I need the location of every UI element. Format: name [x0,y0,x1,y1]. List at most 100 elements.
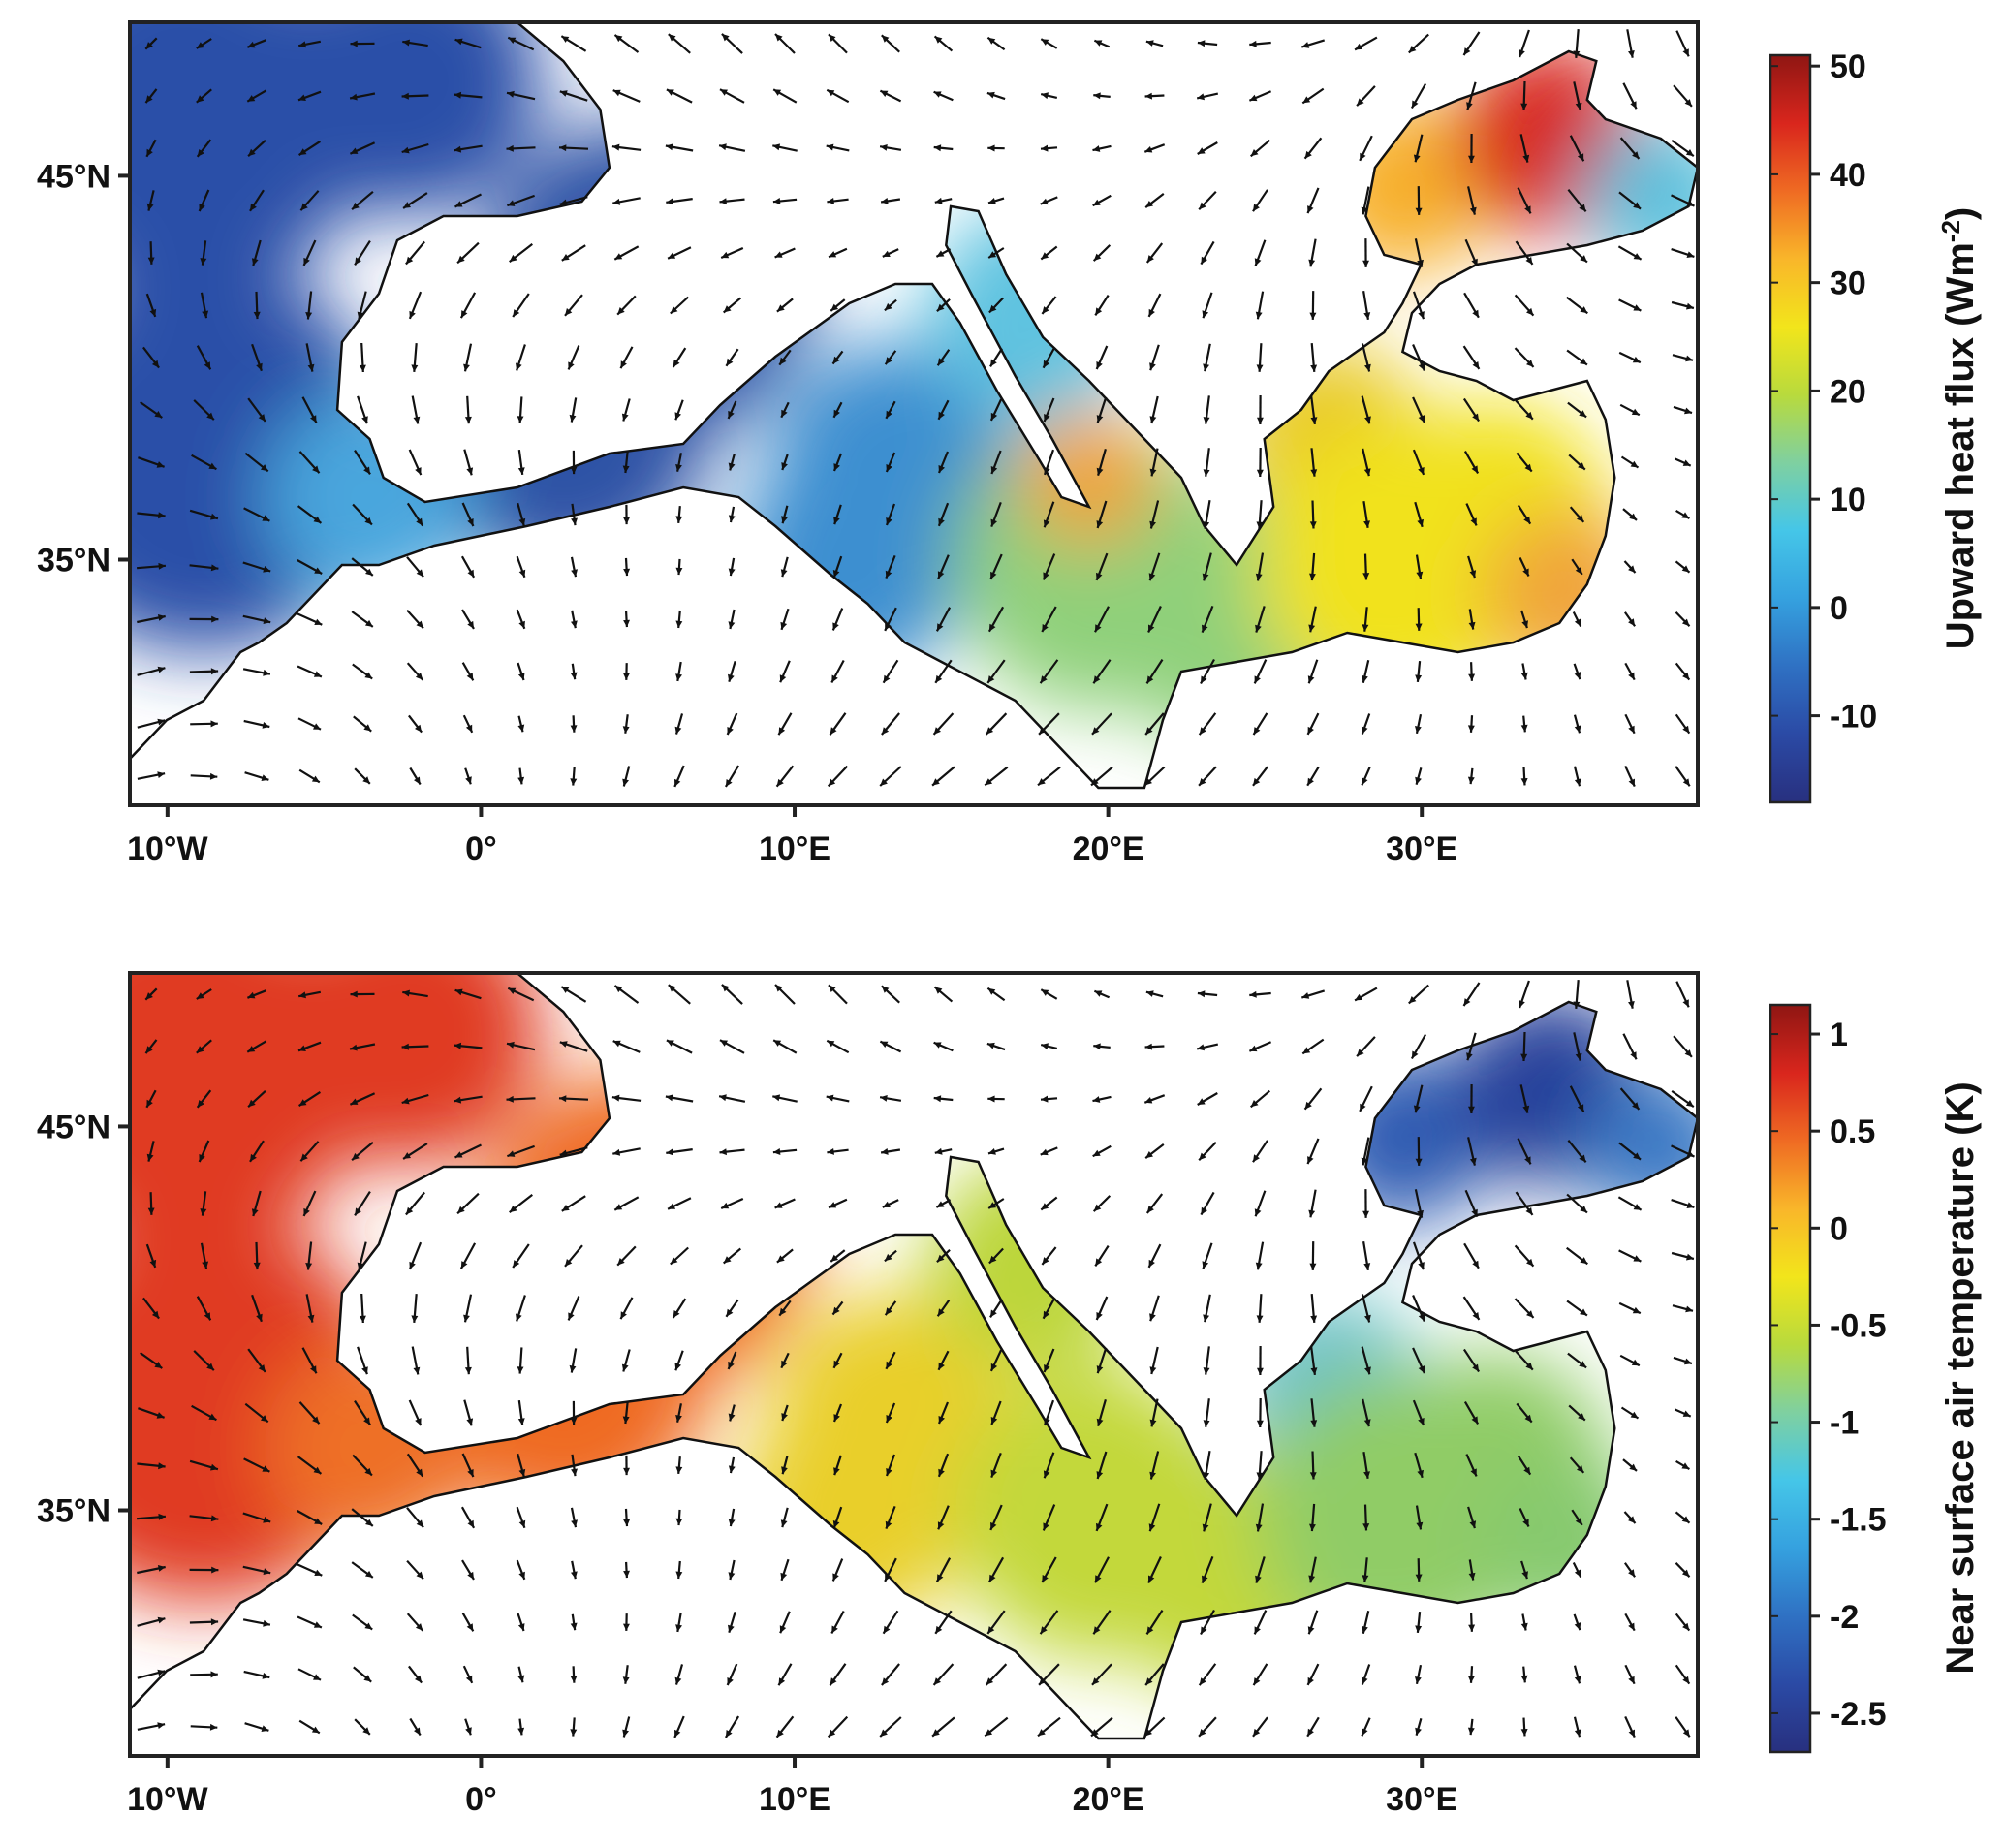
wind-arrow [616,1245,637,1267]
wind-arrow [1094,606,1110,633]
wind-arrow [1573,766,1581,787]
wind-arrow [507,36,535,51]
wind-arrow [675,661,682,682]
wind-arrow [780,608,790,631]
wind-arrow [987,1198,1005,1209]
wind-arrow [1462,31,1481,56]
wind-arrow [1203,448,1210,477]
wind-arrow [408,714,423,734]
wind-arrow [937,502,950,527]
wind-arrow [1249,990,1271,998]
wind-arrow [885,1402,896,1424]
wind-arrow [882,659,899,684]
wind-arrow [775,765,795,788]
wind-arrow [1468,1613,1476,1632]
wind-arrow [937,1453,950,1478]
wind-arrow [517,1718,525,1736]
wind-arrow [406,1453,424,1478]
wind-arrow [673,765,685,788]
wind-arrow [570,767,578,786]
wind-arrow [1465,1454,1478,1477]
colorbar-tick-label: 50 [1830,48,1866,85]
wind-arrow [299,190,320,211]
wind-arrow [1255,1241,1265,1270]
wind-arrow [668,33,691,54]
wind-arrow [1309,1503,1316,1532]
wind-arrow [1149,1295,1160,1322]
wind-arrow [571,1560,578,1580]
wind-arrow [986,659,1006,684]
wind-arrow [1203,1451,1211,1480]
wind-arrow [189,668,219,675]
wind-arrow [1673,1356,1693,1365]
lat-tick-label: 35°N [37,1493,110,1530]
wind-arrow [675,1456,683,1474]
wind-arrow [728,1559,736,1581]
wind-arrow [571,610,578,629]
wind-arrow [1415,767,1423,785]
wind-arrow [1145,1193,1164,1214]
wind-arrow [1619,1087,1641,1111]
wind-arrow [1624,1664,1636,1685]
wind-arrow [727,400,737,420]
wind-arrow [1200,1609,1215,1636]
wind-arrow [1672,354,1694,362]
wind-arrow [251,1190,262,1217]
wind-arrow [1043,1452,1055,1479]
wind-arrow [1569,506,1585,523]
wind-arrow [879,89,902,103]
wind-arrow [405,1191,425,1216]
air-temperature-colorbar: 1 0.5 0 -0.5 -1 -1.5 -2 -2.5 Near surface air t… [1769,1003,1982,1754]
wind-arrow [611,1094,642,1102]
wind-arrow [1671,194,1695,207]
wind-arrow [189,1618,219,1626]
colorbar-tick-label: -2 [1830,1599,1859,1636]
wind-arrow [408,1399,423,1426]
wind-arrow [880,198,901,204]
wind-arrow [884,1557,897,1582]
wind-arrow [193,399,215,421]
wind-arrow [621,1349,631,1372]
wind-arrow [402,192,428,209]
wind-arrow [1516,1402,1533,1424]
wind-arrow [146,1141,155,1162]
wind-arrow [401,92,429,100]
wind-arrow [301,396,318,423]
wind-arrow [353,1666,372,1683]
wind-arrow [1517,187,1532,214]
wind-arrow [1308,238,1317,267]
wind-arrow [884,1300,897,1316]
wind-arrow [1462,1296,1481,1321]
wind-arrow [1310,448,1318,477]
wind-arrow [1412,1241,1425,1270]
wind-arrow [1040,1196,1058,1211]
wind-arrow [1412,291,1425,320]
wind-arrow [935,248,952,258]
wind-arrow [1091,1663,1112,1686]
wind-arrow [1520,80,1528,111]
wind-arrow [1198,1716,1217,1738]
wind-arrow [828,1198,848,1209]
wind-arrow [1248,1041,1272,1052]
wind-arrow [613,245,640,261]
wind-arrow [516,1295,526,1322]
wind-arrow [461,1559,475,1581]
wind-arrow [1149,1451,1160,1480]
wind-arrow [1569,1456,1585,1474]
wind-arrow [138,1407,165,1419]
wind-arrow [830,1249,846,1263]
wind-arrow [1356,85,1376,107]
wind-arrow [1622,508,1638,521]
wind-arrow [246,1040,267,1053]
wind-arrow [1515,240,1534,266]
wind-arrow [879,144,902,151]
wind-arrow [832,1506,843,1529]
wind-arrow [882,248,899,258]
wind-arrow [1308,606,1317,633]
wind-arrow [1144,92,1165,100]
wind-arrow [137,512,166,519]
wind-arrow [1516,452,1533,473]
wind-arrow [1466,1032,1477,1061]
wind-arrow [1463,292,1480,319]
wind-arrow [244,1402,269,1424]
